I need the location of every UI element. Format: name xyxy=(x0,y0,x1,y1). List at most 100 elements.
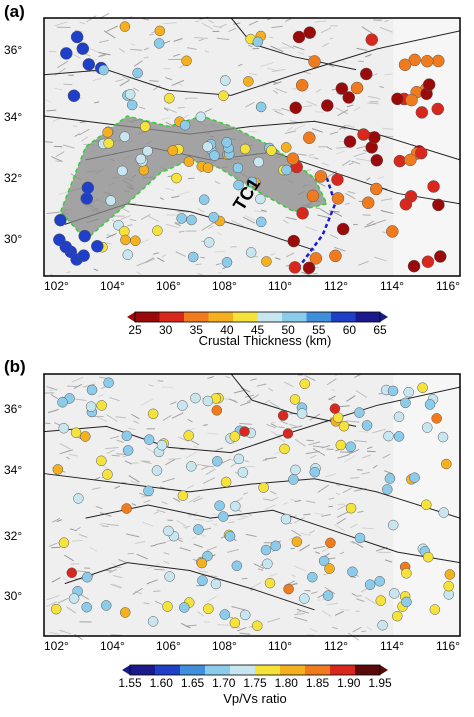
terrain-streak xyxy=(283,381,294,388)
station-marker xyxy=(218,90,229,101)
terrain-streak xyxy=(142,521,153,527)
terrain-streak xyxy=(193,543,203,548)
xtick-label: 114° xyxy=(380,279,404,293)
station-marker xyxy=(384,473,396,484)
station-marker xyxy=(81,181,95,195)
terrain-streak xyxy=(339,405,350,408)
terrain-streak xyxy=(142,460,152,465)
station-marker xyxy=(255,101,267,113)
station-marker xyxy=(308,55,321,68)
station-marker xyxy=(202,550,213,562)
terrain-streak xyxy=(379,26,393,33)
terrain-streak xyxy=(163,107,177,114)
terrain-streak xyxy=(214,180,221,185)
station-marker xyxy=(81,601,92,613)
colorbar-frame xyxy=(129,664,381,676)
station-marker xyxy=(303,26,316,39)
terrain-streak xyxy=(91,487,101,490)
terrain-streak xyxy=(219,23,228,28)
terrain-streak xyxy=(381,198,393,202)
terrain-streak xyxy=(163,552,170,555)
terrain-streak xyxy=(51,577,61,583)
terrain-streak xyxy=(334,524,346,532)
colorbar-segment xyxy=(355,312,381,322)
station-marker xyxy=(86,384,98,396)
terrain-streak xyxy=(364,596,376,605)
terrain-streak xyxy=(264,504,276,511)
terrain-streak xyxy=(54,87,63,91)
terrain-streak xyxy=(162,414,172,422)
terrain-streak xyxy=(123,208,130,213)
station-marker xyxy=(239,609,251,621)
terrain-streak xyxy=(212,513,218,516)
station-marker xyxy=(119,21,131,32)
colorbar-tick-label: 1.60 xyxy=(149,676,173,690)
terrain-streak xyxy=(136,553,148,560)
terrain-streak xyxy=(192,497,203,503)
terrain-streak xyxy=(131,503,137,506)
station-marker xyxy=(246,176,258,188)
map-frame xyxy=(43,373,461,637)
terrain-streak xyxy=(313,545,326,550)
terrain-streak xyxy=(325,170,338,179)
terrain-streak xyxy=(315,111,325,113)
station-marker xyxy=(375,595,387,606)
terrain-streak xyxy=(206,595,217,603)
station-marker xyxy=(229,431,241,442)
ylabel-a-36: 36° xyxy=(4,43,23,57)
colorbar-segment xyxy=(306,312,332,322)
colorbar-tick-label: 1.75 xyxy=(243,676,267,690)
station-marker xyxy=(121,503,132,514)
terrain-streak xyxy=(154,568,165,571)
station-marker xyxy=(401,568,412,579)
terrain-streak xyxy=(74,133,80,137)
station-marker xyxy=(329,249,342,263)
terrain-streak xyxy=(68,453,78,457)
terrain-streak xyxy=(308,441,321,446)
ylabel-b-32: 32° xyxy=(4,529,23,543)
terrain-streak xyxy=(305,226,318,232)
terrain-streak xyxy=(271,25,283,29)
station-marker xyxy=(260,544,272,556)
station-marker xyxy=(401,596,412,608)
station-marker xyxy=(303,131,316,144)
station-marker xyxy=(217,511,229,522)
terrain-streak xyxy=(153,84,161,91)
terrain-streak xyxy=(147,215,160,223)
terrain-streak xyxy=(326,146,333,151)
terrain-streak xyxy=(344,203,350,205)
station-marker xyxy=(441,458,452,470)
station-marker xyxy=(76,42,90,55)
terrain-streak xyxy=(231,606,245,611)
terrain-streak xyxy=(331,88,337,91)
station-marker xyxy=(135,153,147,165)
terrain-streak xyxy=(349,541,354,544)
terrain-streak xyxy=(46,594,60,601)
terrain-streak xyxy=(329,131,339,135)
station-marker xyxy=(258,482,269,493)
ylabel-b-34: 34° xyxy=(4,463,23,477)
station-marker xyxy=(176,213,187,224)
terrain-streak xyxy=(314,20,327,23)
terrain-streak xyxy=(71,376,84,383)
colorbar-tick-label: 1.95 xyxy=(368,676,392,690)
station-marker xyxy=(171,172,182,184)
station-marker xyxy=(314,170,328,183)
terrain-streak xyxy=(66,456,71,460)
terrain-streak xyxy=(99,512,112,517)
terrain-streak xyxy=(177,436,189,442)
station-marker xyxy=(91,240,104,253)
terrain-streak xyxy=(346,395,356,402)
station-marker xyxy=(392,610,403,622)
station-marker xyxy=(404,153,417,167)
terrain-streak xyxy=(184,427,196,432)
station-marker xyxy=(143,485,154,497)
terrain-streak xyxy=(239,422,253,425)
ylabel-a-30: 30° xyxy=(4,232,23,246)
colorbar-segment xyxy=(255,665,281,675)
terrain-streak xyxy=(136,271,142,276)
station-marker xyxy=(54,213,67,227)
terrain-streak xyxy=(308,153,315,157)
terrain-streak xyxy=(367,102,379,105)
terrain-streak xyxy=(326,448,334,451)
